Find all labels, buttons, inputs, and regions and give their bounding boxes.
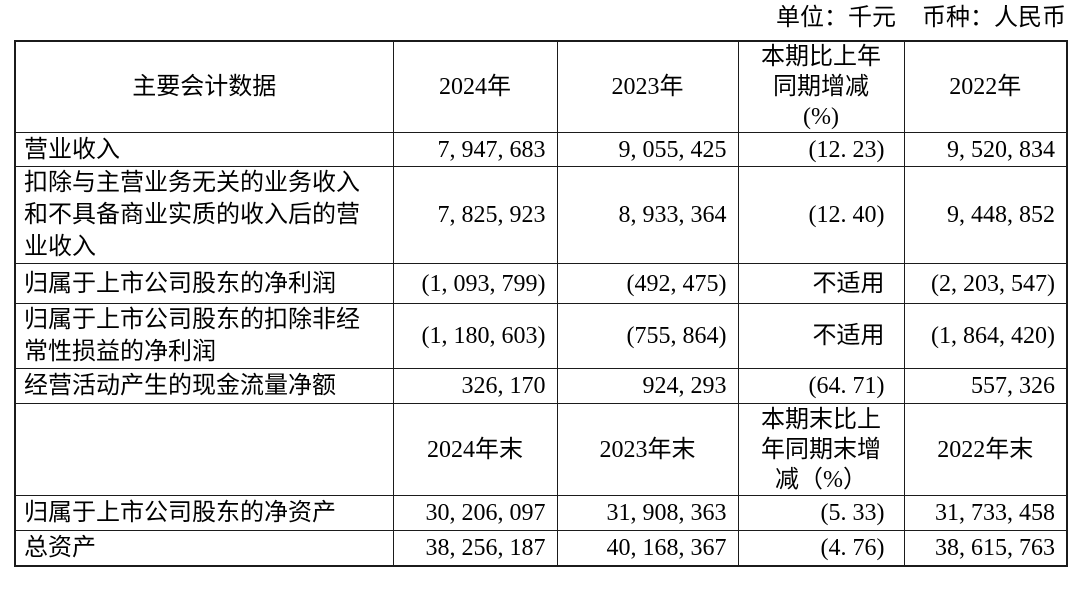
unit-currency-line: 单位：千元 币种：人民币: [776, 3, 1066, 33]
table-row: 经营活动产生的现金流量净额 326, 170 924, 293 (64. 71) 557…: [14, 368, 1068, 404]
row-label-cell: 总资产: [14, 530, 394, 566]
header-cell: 2024年末: [392, 403, 558, 496]
header-cell: 2022年: [903, 40, 1068, 133]
currency-label: 币种：人民币: [922, 5, 1066, 31]
table-row: 归属于上市公司股东的净利润 (1, 093, 799) (492, 475) 不适用(…: [14, 263, 1068, 304]
change-pct-cell: 不适用: [737, 263, 905, 304]
value-cell: (1, 864, 420): [903, 303, 1068, 369]
table-row: 归属于上市公司股东的扣除非经 常性损益的净利润 (1, 180, 603) (755…: [14, 303, 1068, 369]
header-cell: 本期比上年 同期增减 (%): [737, 40, 905, 133]
row-label-cell: 营业收入: [14, 132, 394, 167]
value-cell: 326, 170: [392, 368, 558, 404]
value-cell: 38, 256, 187: [392, 530, 558, 566]
value-cell: 40, 168, 367: [556, 530, 739, 566]
value-cell: 38, 615, 763: [903, 530, 1068, 566]
value-cell: 924, 293: [556, 368, 739, 404]
header-cell: 2022年末: [903, 403, 1068, 496]
table-row: 总资产 38, 256, 187 40, 168, 367 (4. 76) 38, 61…: [14, 530, 1068, 566]
financial-table-body: 主要会计数据 2024年 2023年 本期比上年 同期增减 (%) 2022年 营业收入 7…: [14, 40, 1068, 566]
value-cell: (492, 475): [556, 263, 739, 304]
change-pct-cell: (5. 33): [737, 495, 905, 531]
value-cell: 30, 206, 097: [392, 495, 558, 531]
row-label-cell: 扣除与主营业务无关的业务收入 和不具备商业实质的收入后的营 业收入: [14, 166, 394, 264]
change-pct-cell: (4. 76): [737, 530, 905, 566]
value-cell: 31, 733, 458: [903, 495, 1068, 531]
value-cell: (1, 180, 603): [392, 303, 558, 369]
header-cell: 2023年: [556, 40, 739, 133]
value-cell: 9, 055, 425: [556, 132, 739, 167]
change-pct-cell: 不适用: [737, 303, 905, 369]
header-cell: 2023年末: [556, 403, 739, 496]
value-cell: (2, 203, 547): [903, 263, 1068, 304]
value-cell: 9, 520, 834: [903, 132, 1068, 167]
key-accounting-data-table: 主要会计数据 2024年 2023年 本期比上年 同期增减 (%) 2022年 营业收入 7…: [14, 40, 1068, 567]
row-label-cell: 归属于上市公司股东的扣除非经 常性损益的净利润: [14, 303, 394, 369]
row-label-cell: 归属于上市公司股东的净资产: [14, 495, 394, 531]
change-pct-cell: (64. 71): [737, 368, 905, 404]
unit-label: 单位：千元: [776, 5, 896, 31]
change-pct-cell: (12. 23): [737, 132, 905, 167]
header-row: 主要会计数据 2024年 2023年 本期比上年 同期增减 (%) 2022年: [14, 40, 1068, 133]
change-pct-cell: (12. 40): [737, 166, 905, 264]
header-row: 2024年末 2023年末 本期末比上 年同期末增 减（%） 2022年末: [14, 403, 1068, 496]
header-cell: 主要会计数据: [14, 40, 394, 133]
header-cell: 本期末比上 年同期末增 减（%）: [737, 403, 905, 496]
value-cell: 7, 825, 923: [392, 166, 558, 264]
value-cell: 557, 326: [903, 368, 1068, 404]
value-cell: 8, 933, 364: [556, 166, 739, 264]
value-cell: 9, 448, 852: [903, 166, 1068, 264]
value-cell: 31, 908, 363: [556, 495, 739, 531]
value-cell: 7, 947, 683: [392, 132, 558, 167]
table-row: 营业收入 7, 947, 683 9, 055, 425 (12. 23) 9, 520…: [14, 132, 1068, 167]
header-cell: [14, 403, 394, 496]
value-cell: (755, 864): [556, 303, 739, 369]
header-cell: 2024年: [392, 40, 558, 133]
value-cell: (1, 093, 799): [392, 263, 558, 304]
row-label-cell: 经营活动产生的现金流量净额: [14, 368, 394, 404]
table-row: 扣除与主营业务无关的业务收入 和不具备商业实质的收入后的营 业收入 7, 825,…: [14, 166, 1068, 264]
row-label-cell: 归属于上市公司股东的净利润: [14, 263, 394, 304]
table-row: 归属于上市公司股东的净资产 30, 206, 097 31, 908, 363 (5.…: [14, 495, 1068, 531]
